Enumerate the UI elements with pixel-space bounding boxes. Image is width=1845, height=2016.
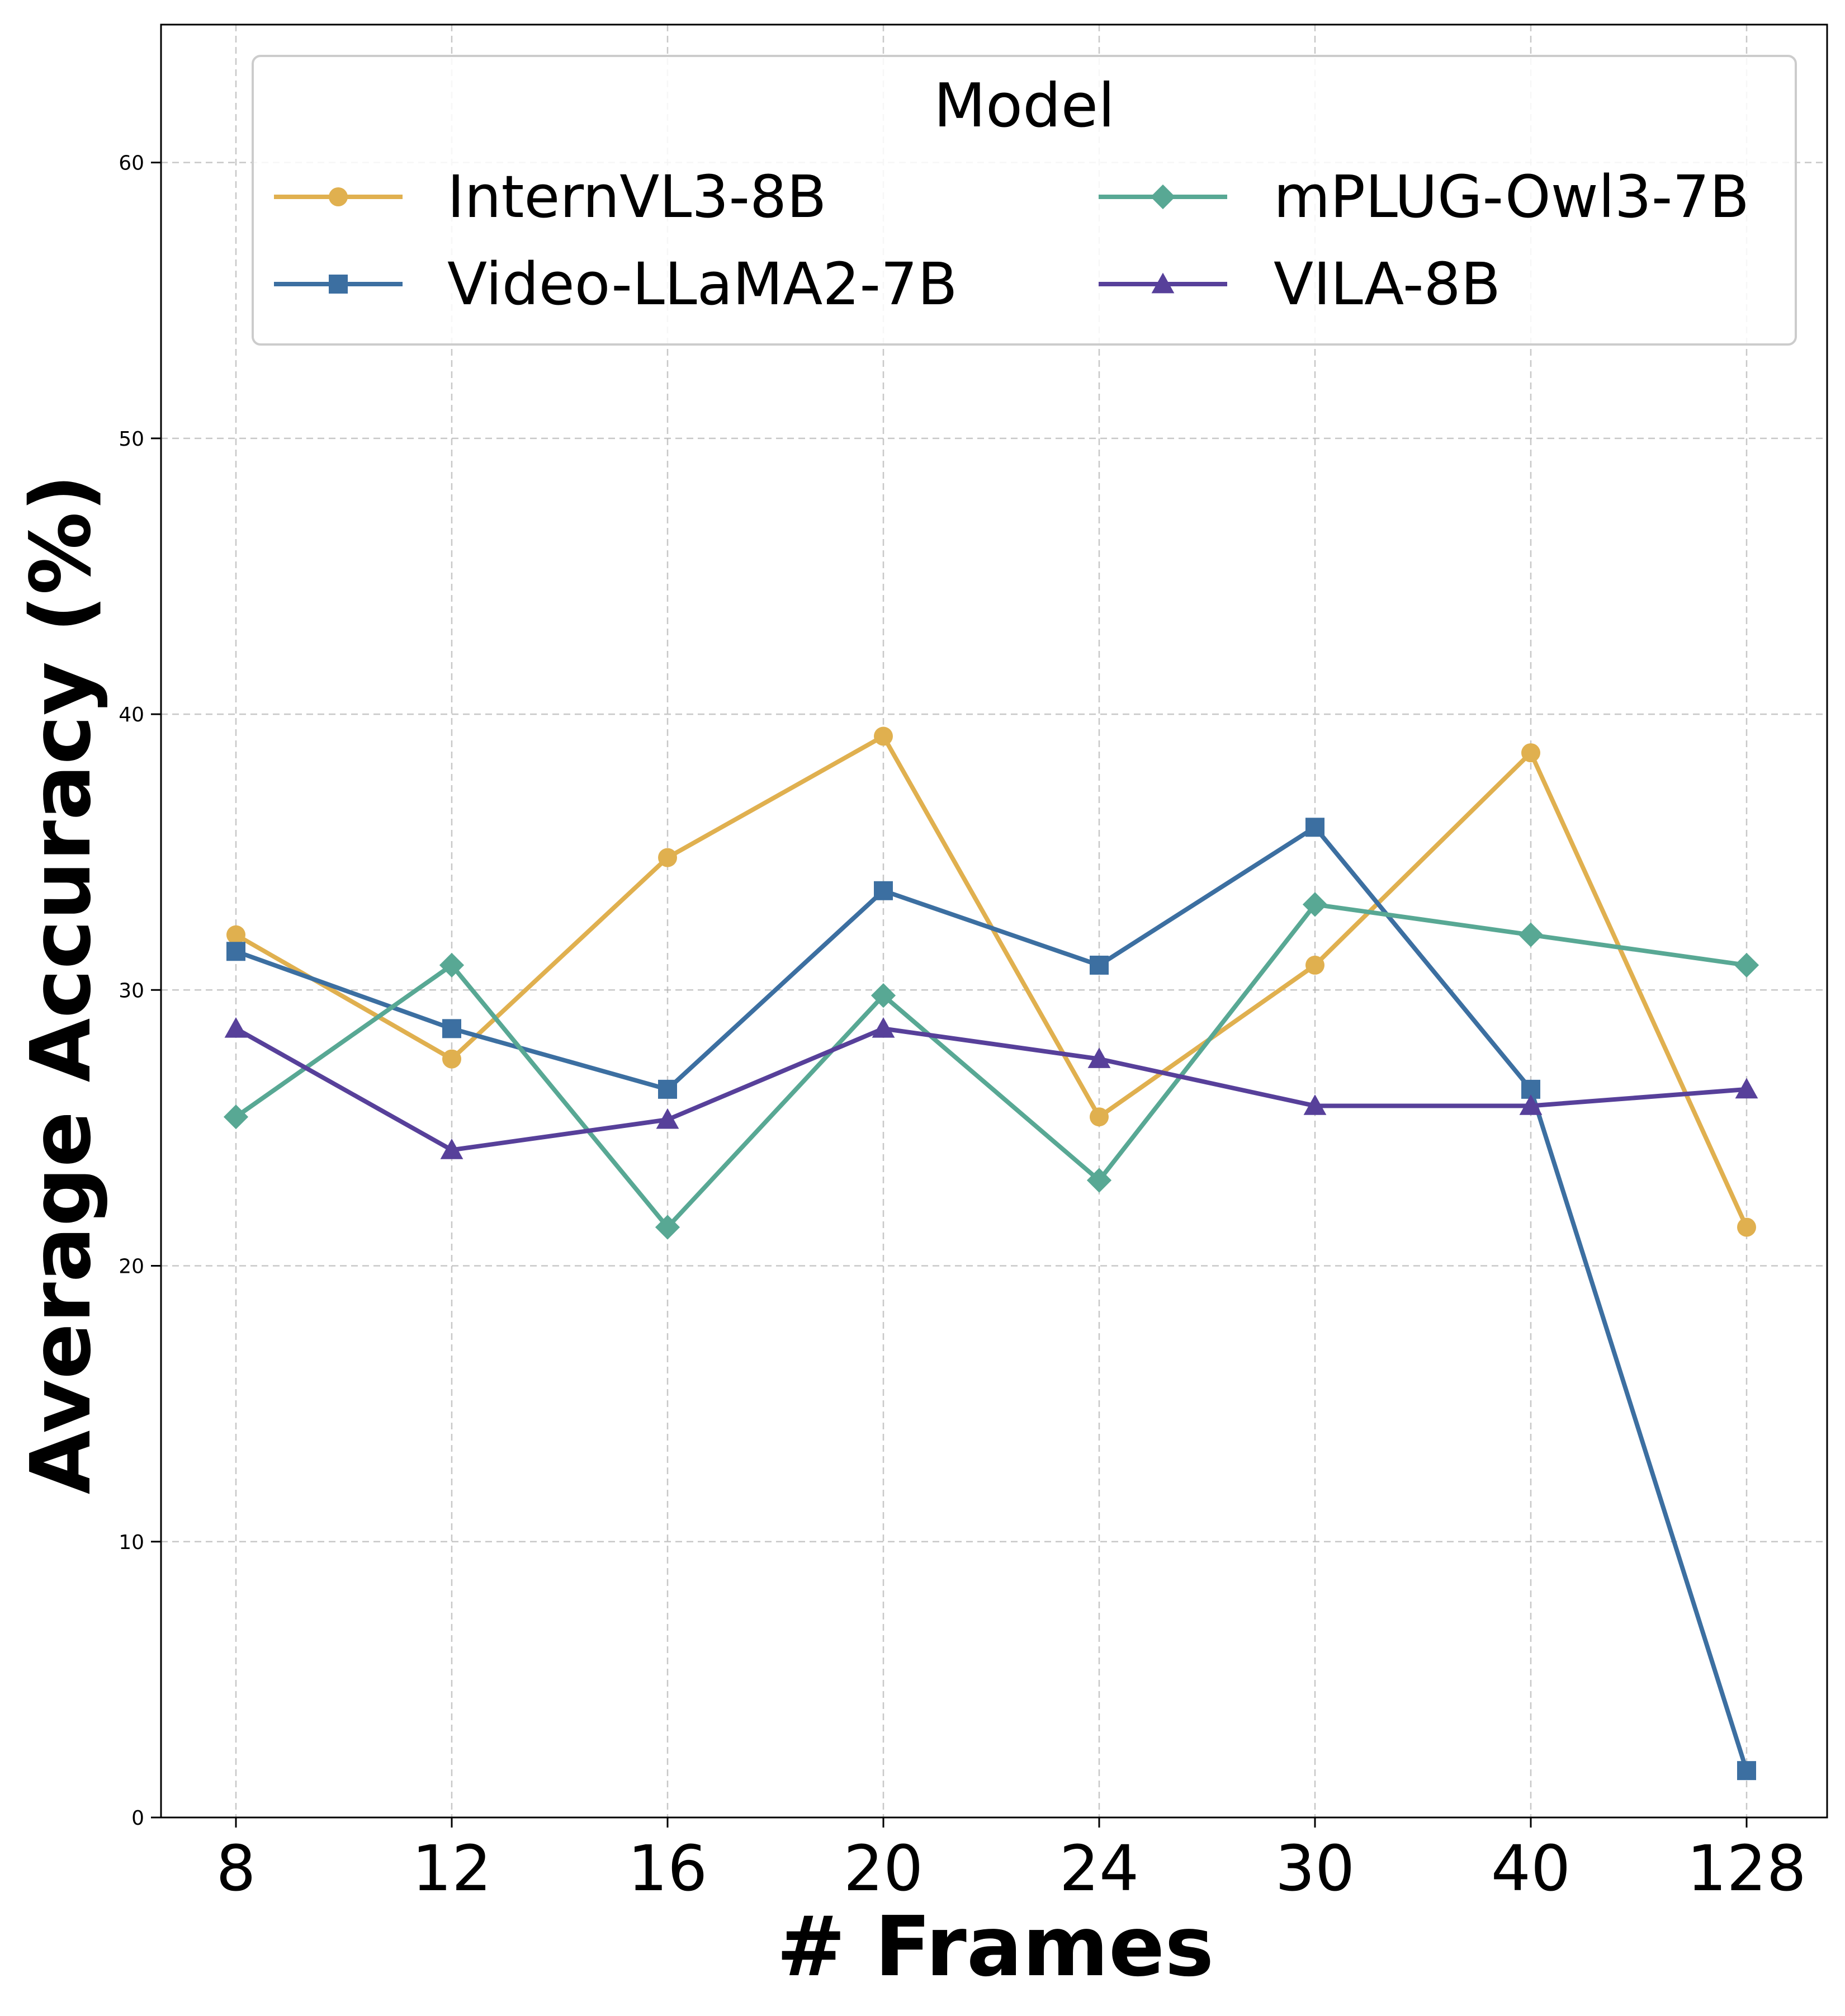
data-point-video-llama2-7b xyxy=(874,881,893,900)
data-point-internvl3-8b xyxy=(226,925,245,945)
grid xyxy=(161,25,1827,1819)
data-point-video-llama2-7b xyxy=(1737,1761,1756,1781)
legend-label: InternVL3-8B xyxy=(447,163,827,231)
data-point-mplug-owl3-7b xyxy=(1518,922,1544,947)
y-tick-label: 10 xyxy=(119,1531,144,1554)
x-axis-title: # Frames xyxy=(777,1899,1214,1995)
data-point-internvl3-8b xyxy=(1737,1217,1756,1237)
y-axis-title: Average Accuracy (%) xyxy=(13,474,109,1494)
x-tick-label: 30 xyxy=(1275,1833,1355,1905)
legend-item-mplug-owl3-7b: mPLUG-Owl3-7B xyxy=(1099,163,1749,231)
x-tick-label: 12 xyxy=(412,1833,492,1905)
data-point-video-llama2-7b xyxy=(442,1019,461,1038)
x-tick-label: 40 xyxy=(1491,1833,1571,1905)
data-point-vila-8b xyxy=(1303,1094,1327,1115)
data-point-internvl3-8b xyxy=(1521,743,1540,763)
series-vila-8b xyxy=(224,1017,1758,1159)
legend-item-vila-8b: VILA-8B xyxy=(1099,250,1501,318)
data-point-vila-8b xyxy=(872,1017,895,1038)
series-line-vila-8b xyxy=(234,1026,1749,1153)
y-tick-label: 50 xyxy=(119,428,144,451)
y-tick-label: 40 xyxy=(119,704,144,726)
legend-item-video-llama2-7b: Video-LLaMA2-7B xyxy=(274,250,958,318)
data-point-mplug-owl3-7b xyxy=(1302,892,1328,917)
data-point-vila-8b xyxy=(224,1017,248,1038)
data-point-mplug-owl3-7b xyxy=(1086,1168,1112,1193)
data-point-mplug-owl3-7b xyxy=(871,983,896,1008)
x-tick-label: 24 xyxy=(1059,1833,1139,1905)
data-point-mplug-owl3-7b xyxy=(223,1104,249,1130)
data-point-vila-8b xyxy=(440,1138,463,1159)
legend-label: Video-LLaMA2-7B xyxy=(447,250,958,318)
x-tick-label: 16 xyxy=(628,1833,708,1905)
x-tick-label: 8 xyxy=(216,1833,256,1905)
x-tick-label: 128 xyxy=(1687,1833,1806,1905)
legend-marker xyxy=(329,187,348,206)
legend-item-internvl3-8b: InternVL3-8B xyxy=(274,163,827,231)
data-point-video-llama2-7b xyxy=(1305,818,1324,837)
data-point-internvl3-8b xyxy=(874,726,893,746)
x-tick-label: 20 xyxy=(844,1833,924,1905)
legend: Model InternVL3-8B Video-LLaMA2-7B mPLUG-O… xyxy=(252,55,1797,346)
data-point-internvl3-8b xyxy=(658,848,677,867)
axes: 0 10 20 30 40 50 60 8 12 16 20 24 30 40 128 xyxy=(119,152,1806,1905)
legend-box xyxy=(252,55,1797,346)
plot-frame xyxy=(160,23,1828,1819)
data-point-mplug-owl3-7b xyxy=(439,952,465,978)
y-tick-label: 60 xyxy=(119,152,144,175)
data-point-vila-8b xyxy=(656,1108,679,1129)
data-point-vila-8b xyxy=(1735,1078,1758,1099)
legend-items: InternVL3-8B Video-LLaMA2-7B mPLUG-Owl3-7B… xyxy=(274,163,1749,318)
legend-marker xyxy=(329,275,348,294)
y-tick-label: 0 xyxy=(131,1807,144,1830)
data-point-mplug-owl3-7b xyxy=(655,1215,680,1240)
legend-marker xyxy=(1151,272,1175,294)
legend-title: Model xyxy=(934,71,1115,141)
data-point-vila-8b xyxy=(1087,1047,1111,1068)
y-tick-label: 20 xyxy=(119,1255,144,1278)
data-point-internvl3-8b xyxy=(1090,1107,1109,1127)
data-point-internvl3-8b xyxy=(442,1049,461,1069)
series-line-mplug-owl3-7b xyxy=(234,902,1749,1230)
legend-label: VILA-8B xyxy=(1274,250,1501,318)
y-tick-label: 30 xyxy=(119,979,144,1002)
data-point-video-llama2-7b xyxy=(226,942,245,961)
data-point-video-llama2-7b xyxy=(658,1079,677,1099)
data-point-video-llama2-7b xyxy=(1090,955,1109,975)
series-mplug-owl3-7b xyxy=(223,892,1759,1240)
data-point-mplug-owl3-7b xyxy=(1734,952,1759,978)
series-lines xyxy=(223,726,1759,1781)
series-video-llama2-7b xyxy=(226,818,1756,1781)
series-line-video-llama2-7b xyxy=(234,825,1749,1773)
data-point-internvl3-8b xyxy=(1305,955,1324,975)
data-point-vila-8b xyxy=(1519,1094,1543,1115)
legend-label: mPLUG-Owl3-7B xyxy=(1274,163,1749,231)
legend-marker xyxy=(1150,184,1176,210)
